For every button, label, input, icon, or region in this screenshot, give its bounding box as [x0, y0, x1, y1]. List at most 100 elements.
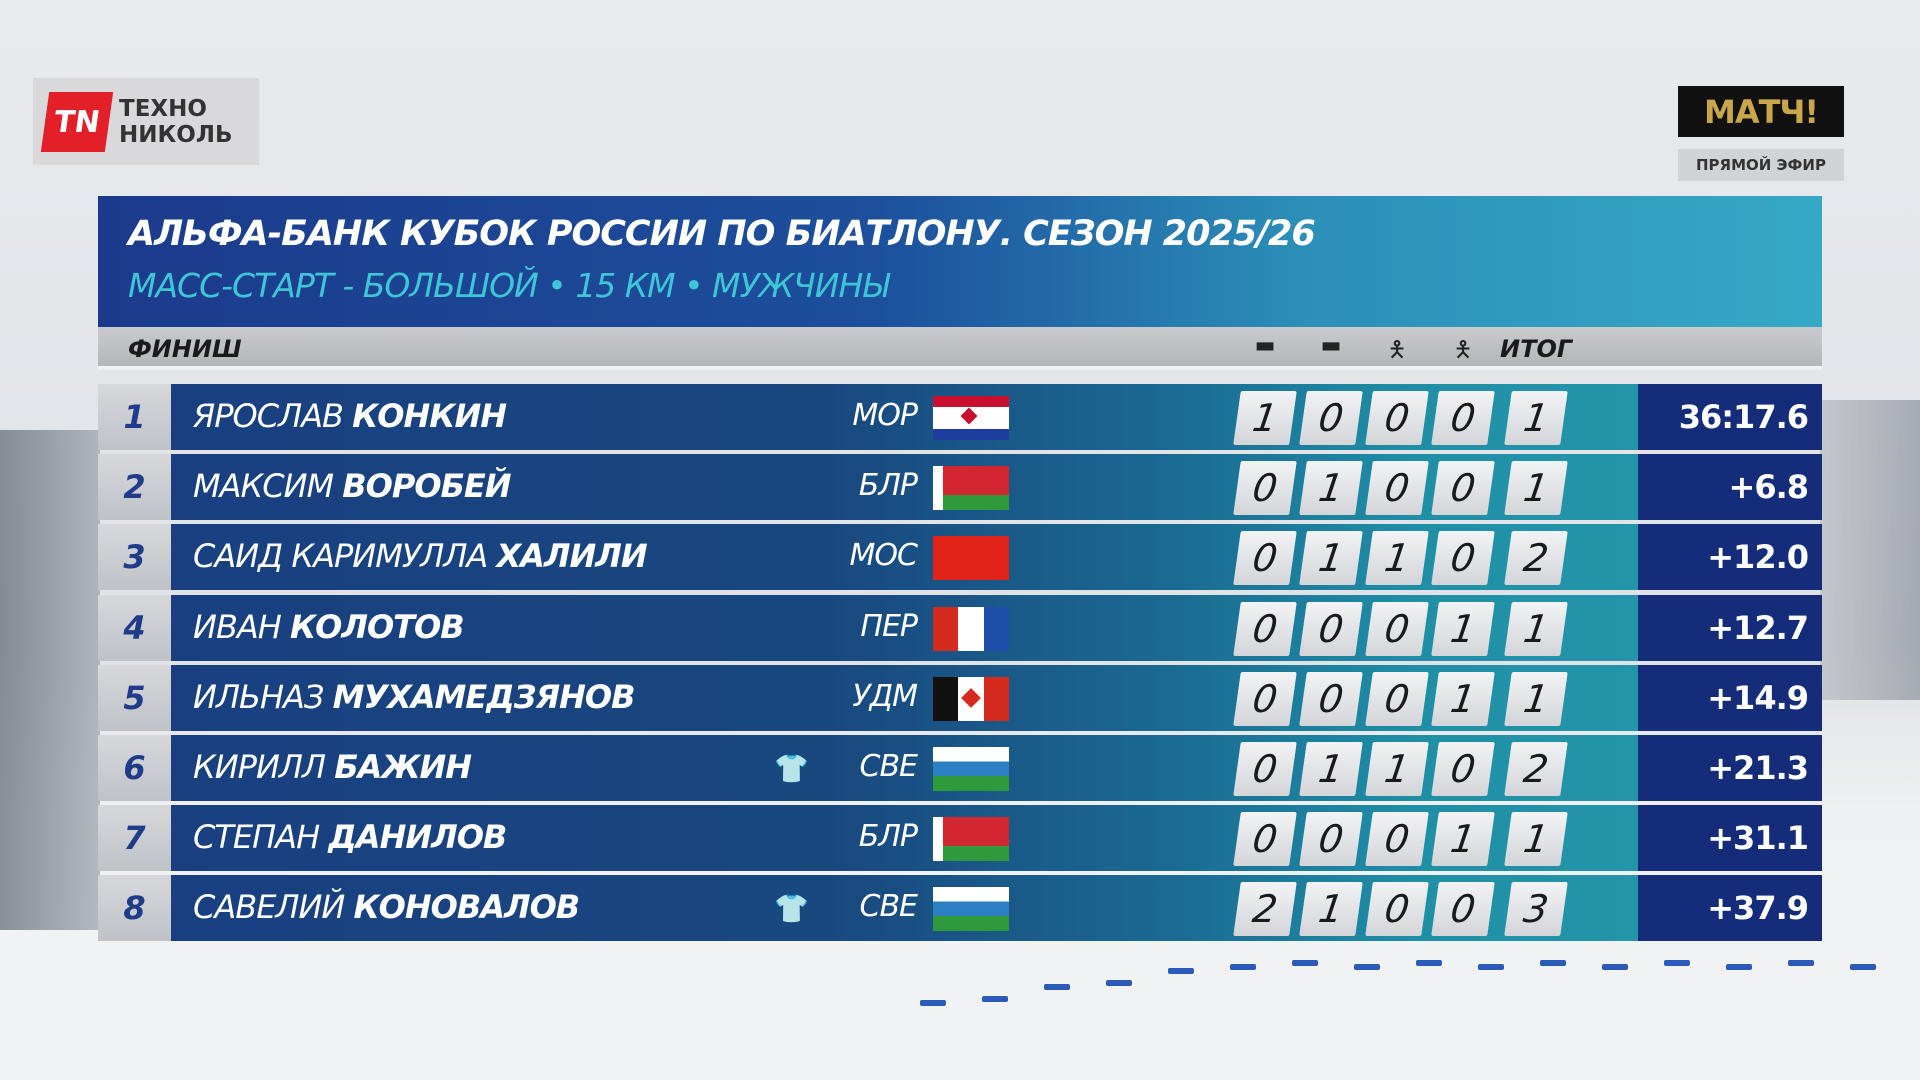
finish-time: +21.3	[1638, 735, 1822, 801]
bib-kit-icon: 👕	[774, 752, 809, 785]
first-name: СТЕПАН	[193, 818, 320, 857]
broadcaster-logo: МАТЧ!	[1678, 86, 1844, 137]
shooting-misses: 0	[1431, 461, 1495, 516]
column-header: ФИНИШ ▬ ▬ 🯅 🯅 ИТОГ	[98, 327, 1822, 370]
sponsor-logo: TN ТЕХНО НИКОЛЬ	[33, 78, 259, 165]
finish-time: +31.1	[1638, 805, 1822, 872]
last-name: БАЖИН	[334, 748, 472, 786]
athlete-name: САВЕЛИЙ КОНОВАЛОВ	[193, 888, 580, 926]
shooting-misses: 0	[1431, 391, 1495, 445]
athlete-name: МАКСИМ ВОРОБЕЙ	[193, 467, 512, 506]
first-name: ЯРОСЛАВ	[193, 397, 344, 435]
last-name: ХАЛИЛИ	[496, 537, 647, 576]
region-code: УДМ	[852, 678, 918, 714]
total-misses: 1	[1504, 461, 1568, 516]
total-misses: 1	[1504, 671, 1568, 726]
course-marker	[1850, 964, 1876, 970]
athlete-name: КИРИЛЛ БАЖИН	[193, 748, 472, 786]
total-misses: 1	[1504, 812, 1568, 867]
moscow-flag-icon	[933, 536, 1009, 581]
shooting-misses: 1	[1431, 601, 1495, 656]
background-trees	[1820, 400, 1920, 700]
shooting-misses: 1	[1233, 391, 1297, 445]
shooting-misses: 0	[1431, 882, 1495, 937]
last-name: ВОРОБЕЙ	[342, 467, 511, 506]
shooting-misses: 1	[1299, 882, 1363, 937]
prone-icon: ▬	[1320, 333, 1342, 358]
finish-time: 36:17.6	[1638, 384, 1822, 450]
rank: 6	[98, 735, 171, 801]
last-name: КОНКИН	[352, 397, 507, 435]
rank: 4	[98, 594, 171, 661]
background-trees	[0, 430, 100, 950]
region-code: БЛР	[858, 468, 918, 504]
sverdlovsk-flag-icon	[933, 887, 1009, 932]
sponsor-name-1: ТЕХНО	[119, 95, 207, 122]
shooting-misses: 0	[1299, 601, 1363, 656]
first-name: КИРИЛЛ	[193, 748, 326, 786]
first-name: МАКСИМ	[193, 467, 334, 506]
shooting-misses: 0	[1365, 671, 1429, 726]
rank: 1	[98, 384, 171, 450]
shooting-misses: 1	[1299, 461, 1363, 516]
shooting-misses: 0	[1233, 671, 1297, 726]
course-marker	[1354, 964, 1380, 970]
shooting-misses: 0	[1365, 882, 1429, 937]
rank: 7	[98, 805, 171, 872]
course-marker	[1416, 960, 1442, 966]
shooting-misses: 0	[1299, 812, 1363, 867]
region-code: ПЕР	[860, 608, 918, 644]
belarus-flag-icon	[933, 466, 1009, 511]
shooting-misses: 0	[1365, 812, 1429, 867]
athlete-name: СТЕПАН ДАНИЛОВ	[193, 818, 507, 857]
shooting-misses: 0	[1233, 742, 1297, 796]
course-marker	[920, 1000, 946, 1006]
course-marker	[1230, 964, 1256, 970]
results-header: АЛЬФА-БАНК КУБОК РОССИИ ПО БИАТЛОНУ. СЕЗ…	[98, 196, 1822, 327]
course-marker	[1788, 960, 1814, 966]
belarus-flag-icon	[933, 817, 1009, 862]
finish-time: +12.7	[1638, 594, 1822, 661]
rank: 2	[98, 454, 171, 521]
shooting-misses: 0	[1233, 531, 1297, 586]
standing-icon: 🯅	[1387, 338, 1407, 363]
athlete-name: САИД КАРИМУЛЛА ХАЛИЛИ	[193, 537, 648, 576]
course-marker	[1168, 968, 1194, 974]
athlete-name: ИЛЬНАЗ МУХАМЕДЗЯНОВ	[193, 678, 635, 716]
rank: 3	[98, 524, 171, 591]
region-code: СВЕ	[859, 749, 918, 784]
region-code: СВЕ	[859, 889, 918, 925]
athlete-name: ЯРОСЛАВ КОНКИН	[193, 397, 507, 435]
total-misses: 1	[1504, 601, 1568, 656]
shooting-misses: 0	[1299, 671, 1363, 726]
first-name: САИД КАРИМУЛЛА	[193, 537, 488, 576]
total-misses: 2	[1504, 531, 1568, 586]
finish-time: +37.9	[1638, 875, 1822, 942]
finish-time: +14.9	[1638, 664, 1822, 731]
total-label: ИТОГ	[1500, 335, 1573, 363]
course-marker	[1106, 980, 1132, 986]
shooting-misses: 1	[1299, 531, 1363, 586]
finish-label: ФИНИШ	[128, 335, 242, 363]
shooting-misses: 0	[1233, 812, 1297, 867]
shooting-misses: 0	[1365, 461, 1429, 516]
total-misses: 1	[1504, 391, 1568, 445]
last-name: КОЛОТОВ	[290, 607, 465, 646]
shooting-misses: 0	[1299, 391, 1363, 445]
first-name: ИЛЬНАЗ	[193, 677, 324, 716]
shooting-misses: 0	[1431, 742, 1495, 796]
shooting-misses: 0	[1365, 601, 1429, 656]
region-code: МОС	[849, 538, 918, 574]
first-name: ИВАН	[193, 607, 282, 646]
region-code: БЛР	[858, 819, 918, 855]
rank: 8	[98, 875, 171, 942]
competition-title: АЛЬФА-БАНК КУБОК РОССИИ ПО БИАТЛОНУ. СЕЗ…	[128, 214, 1316, 254]
